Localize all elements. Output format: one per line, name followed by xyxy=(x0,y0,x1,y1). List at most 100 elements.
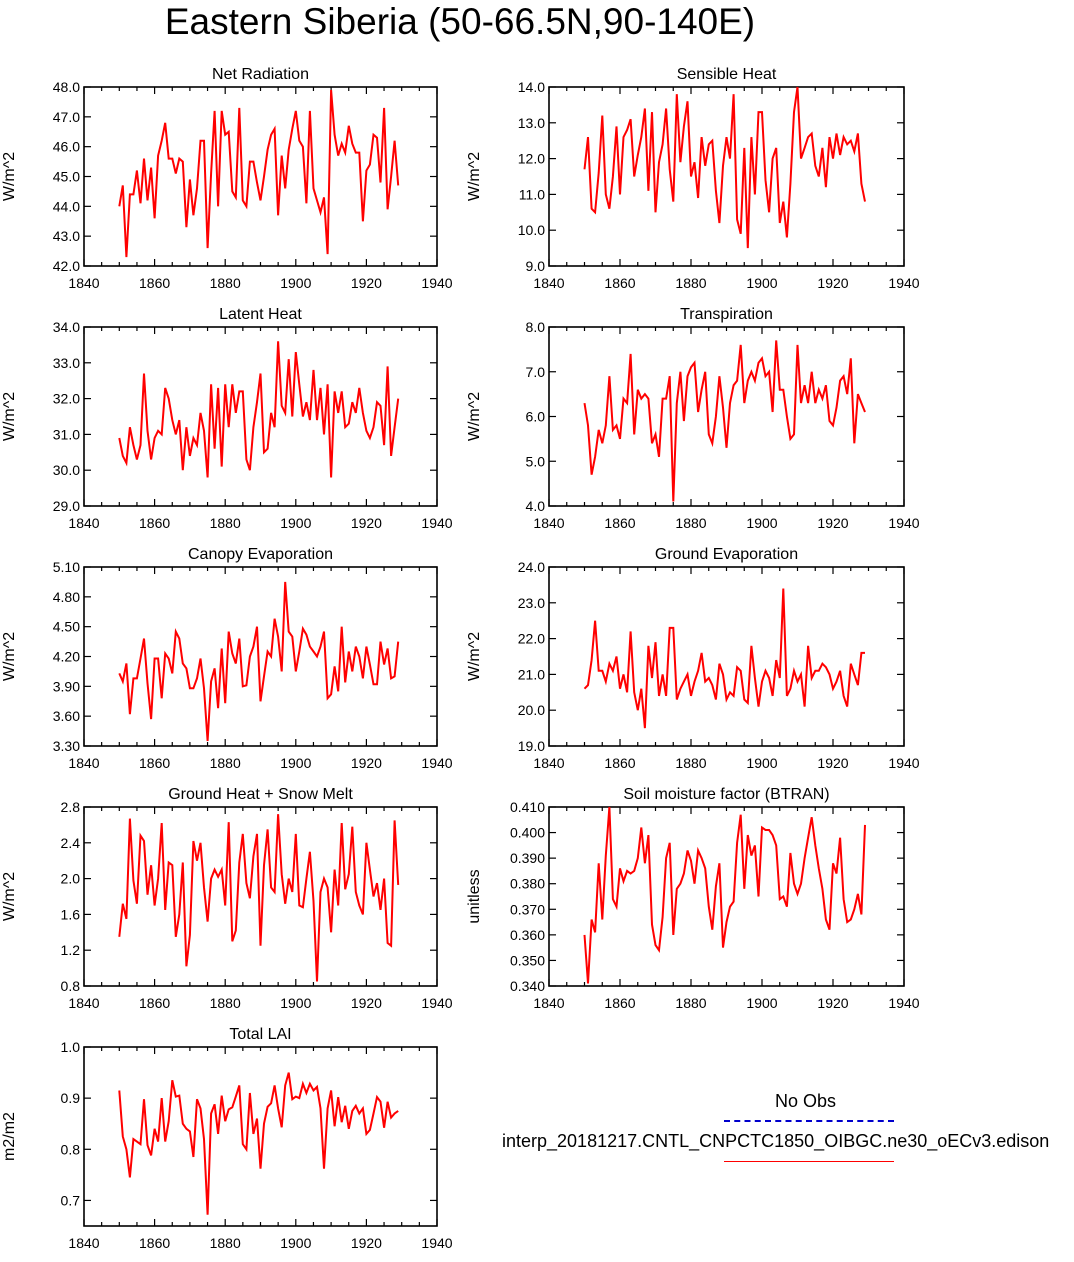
x-tick-label: 1840 xyxy=(68,275,99,291)
y-tick-label: 1.0 xyxy=(61,1039,81,1055)
y-tick-label: 32.0 xyxy=(53,391,80,407)
y-axis-label: W/m^2 xyxy=(1,872,18,921)
panel-title: Soil moisture factor (BTRAN) xyxy=(623,786,829,803)
y-tick-label: 3.90 xyxy=(53,678,80,694)
panel-latent-heat: Latent Heat W/m^2 1840 1860 1880 1900 1920 1940… xyxy=(1,306,453,531)
x-tick-label: 1880 xyxy=(210,995,241,1011)
y-tick-label: 33.0 xyxy=(53,355,80,371)
x-tick-label: 1880 xyxy=(210,275,241,291)
y-tick-label: 30.0 xyxy=(53,462,80,478)
x-tick-label: 1840 xyxy=(68,995,99,1011)
y-tick-label: 0.390 xyxy=(510,850,545,866)
y-tick-label: 48.0 xyxy=(53,79,80,95)
x-tick-label: 1860 xyxy=(139,1235,170,1251)
panel-title: Sensible Heat xyxy=(677,66,777,83)
series-line xyxy=(118,89,400,258)
plot-frame xyxy=(83,566,438,747)
x-tick-label: 1920 xyxy=(817,995,848,1011)
x-tick-label: 1940 xyxy=(421,995,452,1011)
x-tick-label: 1840 xyxy=(533,515,564,531)
x-tick-label: 1840 xyxy=(68,515,99,531)
y-tick-label: 3.60 xyxy=(53,708,80,724)
x-tick-label: 1860 xyxy=(604,755,635,771)
y-tick-label: 0.9 xyxy=(61,1090,81,1106)
x-tick-label: 1880 xyxy=(210,515,241,531)
panel-transpiration: Transpiration W/m^2 1840 1860 1880 1900 1920 19… xyxy=(466,306,920,531)
x-tick-label: 1940 xyxy=(421,515,452,531)
series-line xyxy=(583,588,865,729)
y-axis-label: W/m^2 xyxy=(1,632,18,681)
y-tick-label: 45.0 xyxy=(53,169,80,185)
x-tick-label: 1860 xyxy=(139,755,170,771)
y-tick-label: 4.0 xyxy=(526,498,546,514)
x-tick-label: 1900 xyxy=(280,995,311,1011)
y-tick-label: 0.360 xyxy=(510,927,545,943)
y-tick-label: 0.340 xyxy=(510,978,545,994)
y-tick-label: 14.0 xyxy=(518,79,545,95)
y-tick-label: 0.7 xyxy=(61,1192,81,1208)
y-tick-label: 1.2 xyxy=(61,942,81,958)
y-tick-label: 0.8 xyxy=(61,1141,81,1157)
x-tick-label: 1940 xyxy=(421,1235,452,1251)
x-tick-label: 1840 xyxy=(68,1235,99,1251)
plot-frame xyxy=(83,326,438,507)
x-tick-label: 1920 xyxy=(351,755,382,771)
legend-label-model: interp_20181217.CNTL_CNPCTC1850_OIBGC.ne… xyxy=(502,1131,1050,1151)
panel-title: Total LAI xyxy=(229,1026,291,1043)
y-tick-label: 21.0 xyxy=(518,666,545,682)
y-tick-label: 5.10 xyxy=(53,559,80,575)
panel-net-radiation: Net Radiation W/m^2 1840 1860 1880 1900 1920 19… xyxy=(1,66,453,291)
x-tick-label: 1900 xyxy=(746,755,777,771)
y-tick-label: 44.0 xyxy=(53,198,80,214)
y-tick-label: 4.80 xyxy=(53,589,80,605)
x-tick-label: 1920 xyxy=(351,515,382,531)
x-tick-label: 1880 xyxy=(675,755,706,771)
series-line xyxy=(118,581,400,742)
x-tick-label: 1920 xyxy=(351,995,382,1011)
panel-title: Net Radiation xyxy=(212,66,309,83)
legend-swatch-model xyxy=(724,1161,894,1162)
y-tick-label: 6.0 xyxy=(526,409,546,425)
plot-frame xyxy=(83,1046,438,1227)
x-tick-label: 1900 xyxy=(280,1235,311,1251)
x-tick-label: 1840 xyxy=(533,755,564,771)
x-tick-label: 1920 xyxy=(817,755,848,771)
y-tick-label: 43.0 xyxy=(53,228,80,244)
series-line xyxy=(583,806,866,984)
x-tick-label: 1900 xyxy=(280,515,311,531)
y-tick-label: 46.0 xyxy=(53,139,80,155)
y-axis-label: unitless xyxy=(466,869,483,923)
x-tick-label: 1880 xyxy=(210,1235,241,1251)
x-tick-label: 1840 xyxy=(68,755,99,771)
y-tick-label: 8.0 xyxy=(526,319,546,335)
y-tick-label: 4.50 xyxy=(53,619,80,635)
panel-title: Ground Heat + Snow Melt xyxy=(168,786,353,803)
x-tick-label: 1940 xyxy=(888,995,919,1011)
x-tick-label: 1940 xyxy=(888,515,919,531)
legend: No Obs interp_20181217.CNTL_CNPCTC1850_O… xyxy=(500,1088,1074,1188)
y-axis-label: W/m^2 xyxy=(1,392,18,441)
x-tick-label: 1900 xyxy=(746,275,777,291)
panel-title: Latent Heat xyxy=(219,306,302,323)
x-tick-label: 1900 xyxy=(280,755,311,771)
x-tick-label: 1880 xyxy=(675,995,706,1011)
y-tick-label: 4.20 xyxy=(53,649,80,665)
series-line xyxy=(583,340,866,502)
y-tick-label: 3.30 xyxy=(53,738,80,754)
y-tick-label: 0.8 xyxy=(61,978,81,994)
y-tick-label: 9.0 xyxy=(526,258,546,274)
panel-total-lai: Total LAI m2/m2 1840 1860 1880 1900 1920 1940 0.… xyxy=(1,1026,453,1251)
x-tick-label: 1880 xyxy=(675,275,706,291)
y-axis-label: W/m^2 xyxy=(1,152,18,201)
x-tick-label: 1920 xyxy=(351,275,382,291)
x-tick-label: 1840 xyxy=(533,995,564,1011)
x-tick-label: 1940 xyxy=(888,755,919,771)
y-tick-label: 19.0 xyxy=(518,738,545,754)
plot-frame xyxy=(548,806,905,987)
y-tick-label: 2.0 xyxy=(61,871,81,887)
x-tick-label: 1880 xyxy=(210,755,241,771)
y-tick-label: 0.380 xyxy=(510,876,545,892)
page-title: Eastern Siberia (50-66.5N,90-140E) xyxy=(164,1,756,42)
panel-ground-heat-snow-melt: Ground Heat + Snow Melt W/m^2 1840 1860 1880… xyxy=(1,786,453,1011)
y-tick-label: 42.0 xyxy=(53,258,80,274)
